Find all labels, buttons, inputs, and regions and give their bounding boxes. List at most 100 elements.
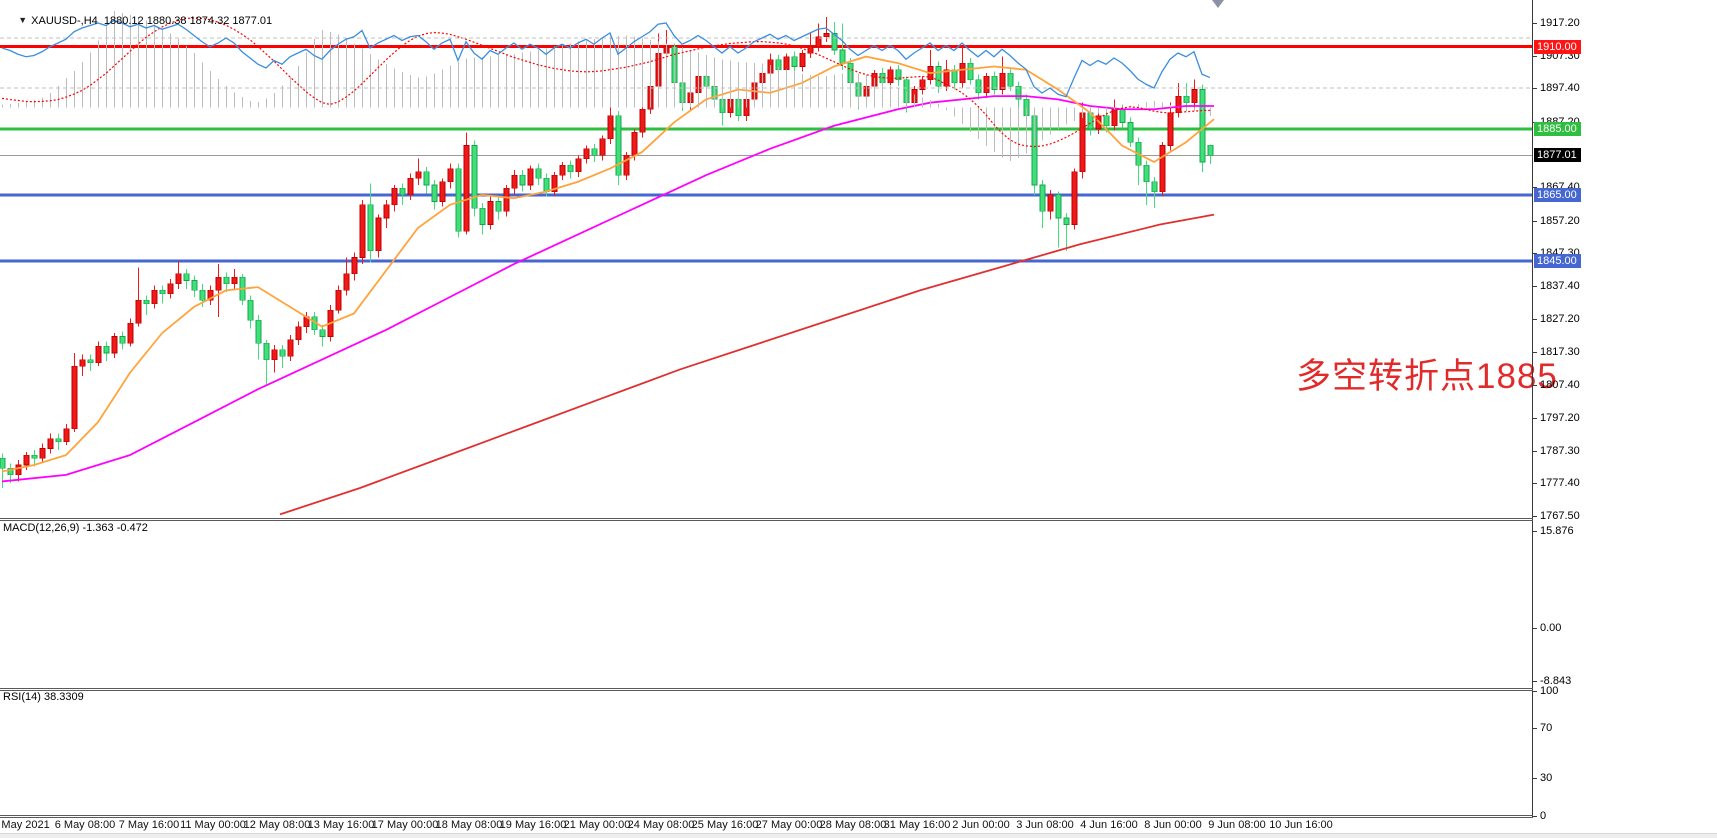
candle[interactable] xyxy=(271,349,278,360)
candle[interactable] xyxy=(967,62,974,80)
candle[interactable] xyxy=(1103,115,1110,127)
candle[interactable] xyxy=(831,33,838,51)
candle[interactable] xyxy=(943,69,950,87)
candle[interactable] xyxy=(1047,194,1054,212)
time-axis-label[interactable]: 8 Jun 00:00 xyxy=(1144,819,1202,831)
candle[interactable] xyxy=(295,326,302,341)
candle[interactable] xyxy=(135,299,142,324)
candle[interactable] xyxy=(399,188,406,196)
time-axis-label[interactable]: 4 Jun 16:00 xyxy=(1080,819,1138,831)
time-axis-label[interactable]: 19 May 16:00 xyxy=(499,819,567,831)
candle[interactable] xyxy=(959,62,966,84)
macd-panel[interactable] xyxy=(0,0,1533,168)
candle[interactable] xyxy=(71,365,78,430)
candle[interactable] xyxy=(623,155,630,176)
panel-separator[interactable] xyxy=(0,520,1533,521)
candle[interactable] xyxy=(111,336,118,354)
candle[interactable] xyxy=(279,349,286,357)
candle[interactable] xyxy=(471,145,478,209)
time-axis-label[interactable]: 21 May 00:00 xyxy=(563,819,631,831)
candle[interactable] xyxy=(183,273,190,281)
candle[interactable] xyxy=(495,201,502,212)
candle[interactable] xyxy=(1191,89,1198,103)
candle[interactable] xyxy=(1007,72,1014,87)
time-axis-label[interactable]: 28 May 08:00 xyxy=(819,819,887,831)
candle[interactable] xyxy=(95,346,102,364)
candle[interactable] xyxy=(487,201,494,225)
candle[interactable] xyxy=(1127,122,1134,143)
candle[interactable] xyxy=(319,329,326,337)
candle[interactable] xyxy=(887,69,894,84)
candle[interactable] xyxy=(119,336,126,344)
candle[interactable] xyxy=(375,217,382,252)
candle[interactable] xyxy=(439,181,446,202)
time-axis-label[interactable]: 3 Jun 08:00 xyxy=(1016,819,1074,831)
candle[interactable] xyxy=(799,52,806,67)
candle[interactable] xyxy=(447,168,454,183)
candle[interactable] xyxy=(527,168,534,186)
candle[interactable] xyxy=(247,299,254,321)
candle[interactable] xyxy=(359,204,366,258)
candle[interactable] xyxy=(1167,112,1174,146)
time-axis-label[interactable]: 5 May 2021 xyxy=(0,819,50,831)
panel-separator[interactable] xyxy=(0,688,1533,689)
candle[interactable] xyxy=(255,319,262,344)
time-axis-label[interactable]: 13 May 16:00 xyxy=(307,819,375,831)
candle[interactable] xyxy=(1071,171,1078,225)
time-axis-label[interactable]: 10 Jun 16:00 xyxy=(1269,819,1333,831)
panel-separator[interactable] xyxy=(0,815,1533,816)
candle[interactable] xyxy=(127,323,134,344)
candle[interactable] xyxy=(983,76,990,94)
candle[interactable] xyxy=(159,290,166,295)
candle[interactable] xyxy=(103,346,110,354)
candle[interactable] xyxy=(7,467,14,476)
candle[interactable] xyxy=(559,164,566,176)
candle[interactable] xyxy=(519,174,526,186)
candle[interactable] xyxy=(383,204,390,219)
candle[interactable] xyxy=(1159,145,1166,192)
candle[interactable] xyxy=(199,290,206,301)
candle[interactable] xyxy=(463,145,470,232)
candle[interactable] xyxy=(415,171,422,179)
collapse-triangle-icon[interactable]: ▼ xyxy=(18,15,28,25)
candle[interactable] xyxy=(231,276,238,285)
candle[interactable] xyxy=(87,359,94,364)
candle[interactable] xyxy=(63,428,70,443)
time-axis-label[interactable]: 2 Jun 00:00 xyxy=(952,819,1010,831)
candle[interactable] xyxy=(615,115,622,176)
candle[interactable] xyxy=(479,207,486,225)
candle[interactable] xyxy=(15,464,22,476)
candle[interactable] xyxy=(567,164,574,173)
candle[interactable] xyxy=(823,33,830,38)
candle[interactable] xyxy=(1055,194,1062,219)
chart-shift-marker-icon[interactable] xyxy=(1212,0,1224,8)
candle[interactable] xyxy=(503,188,510,212)
candle[interactable] xyxy=(0,458,6,469)
time-axis-label[interactable]: 6 May 08:00 xyxy=(54,819,116,831)
candle[interactable] xyxy=(1183,95,1190,103)
candle[interactable] xyxy=(367,204,374,252)
time-axis-label[interactable]: 31 May 16:00 xyxy=(883,819,951,831)
rsi-panel[interactable] xyxy=(0,0,1533,125)
candle[interactable] xyxy=(391,188,398,206)
candle[interactable] xyxy=(39,448,46,459)
candle[interactable] xyxy=(1063,217,1070,225)
candle[interactable] xyxy=(999,72,1006,90)
time-axis-label[interactable]: 24 May 08:00 xyxy=(627,819,695,831)
panel-separator[interactable] xyxy=(0,518,1533,519)
candle[interactable] xyxy=(55,438,62,443)
candle[interactable] xyxy=(919,79,926,90)
candle[interactable] xyxy=(287,339,294,357)
candle[interactable] xyxy=(191,280,198,291)
candle[interactable] xyxy=(639,108,646,133)
candle[interactable] xyxy=(167,283,174,295)
candle[interactable] xyxy=(407,178,414,196)
candle[interactable] xyxy=(343,273,350,291)
candle[interactable] xyxy=(455,168,462,232)
time-axis-label[interactable]: 18 May 08:00 xyxy=(435,819,503,831)
candle[interactable] xyxy=(47,438,54,449)
candle[interactable] xyxy=(791,56,798,67)
time-axis-label[interactable]: 17 May 00:00 xyxy=(371,819,439,831)
candle[interactable] xyxy=(535,168,542,179)
candle[interactable] xyxy=(551,174,558,192)
